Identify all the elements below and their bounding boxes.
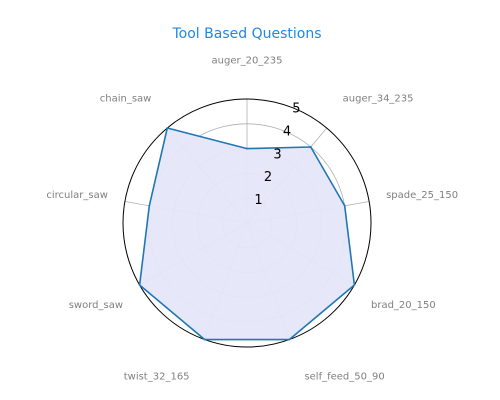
data-point-circular_saw xyxy=(148,204,151,207)
category-label-spade_25_150: spade_25_150 xyxy=(386,190,458,201)
category-label-auger_34_235: auger_34_235 xyxy=(343,94,414,105)
chart-title: Tool Based Questions xyxy=(172,26,322,42)
data-point-brad_20_150 xyxy=(353,284,356,286)
radial-tick-3: 3 xyxy=(273,147,281,162)
category-label-chain_saw: chain_saw xyxy=(100,94,152,105)
data-point-self_feed_50_90 xyxy=(288,338,291,341)
radial-tick-1: 1 xyxy=(254,193,262,208)
category-label-self_feed_50_90: self_feed_50_90 xyxy=(304,372,384,383)
category-label-sword_saw: sword_saw xyxy=(69,300,123,311)
category-label-circular_saw: circular_saw xyxy=(46,190,108,201)
data-point-auger_20_235 xyxy=(246,147,248,150)
outer-ring xyxy=(122,98,372,348)
data-point-spade_25_150 xyxy=(343,204,346,207)
data-point-auger_34_235 xyxy=(309,146,312,148)
radial-tick-5: 5 xyxy=(292,101,300,116)
category-labels: auger_20_235 auger_34_235 spade_25_150brad… xyxy=(46,56,458,383)
category-label-brad_20_150: brad_20_150 xyxy=(371,300,436,311)
radial-tick-2: 2 xyxy=(264,170,272,185)
series-line xyxy=(138,127,356,341)
category-label-twist_32_165: twist_32_165 xyxy=(124,372,190,383)
data-point-chain_saw xyxy=(166,127,169,129)
radial-tick-4: 4 xyxy=(283,124,291,139)
series-layer xyxy=(138,127,356,341)
category-label-auger_20_235: auger_20_235 xyxy=(212,56,283,67)
data-point-twist_32_165 xyxy=(203,338,206,341)
series-area xyxy=(139,128,355,340)
data-point-sword_saw xyxy=(138,284,141,286)
